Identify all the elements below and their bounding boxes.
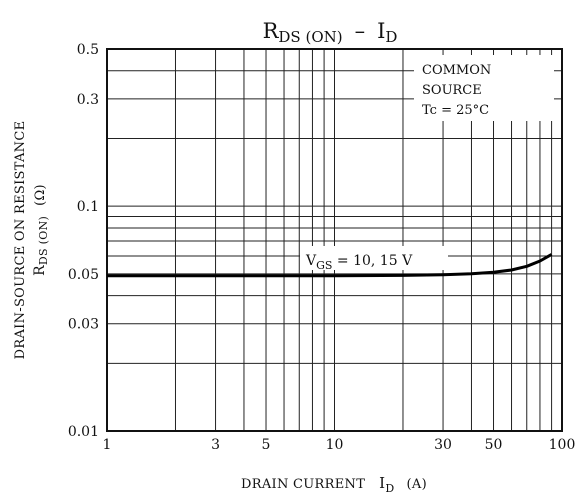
series-layer [107,253,553,278]
x-tick-label: 3 [211,437,220,453]
series-line [107,253,553,278]
y-tick-label: 0.5 [77,42,99,58]
y-axis-label-line-1: DRAIN-SOURCE ON RESISTANCE [13,121,28,360]
x-tick-label: 50 [485,437,503,453]
y-tick-labels: 0.01 0.03 0.05 0.1 0.3 0.5 [68,42,99,440]
x-axis-label: DRAIN CURRENT ID (A) [241,474,427,495]
x-tick-label: 100 [549,437,576,453]
conditions-line-1: COMMON [422,63,491,78]
x-tick-label: 5 [262,437,271,453]
plot-frame [106,48,563,432]
conditions-line-2: SOURCE [422,83,482,98]
y-tick-label: 0.03 [68,317,99,333]
y-tick-label: 0.3 [77,92,99,108]
conditions-line-3: Tc = 25°C [422,103,489,118]
conditions-box-bg [414,55,554,121]
y-axis-label-line-2: RDS (ON)(Ω) [32,184,50,276]
x-tick-label: 1 [103,437,112,453]
y-tick-label: 0.05 [68,267,99,283]
series-label: VGS = 10, 15 V [305,253,413,272]
y-tick-label: 0.01 [68,424,99,440]
x-tick-labels: 1 3 5 10 30 50 100 [103,437,576,453]
y-tick-label: 0.1 [77,199,99,215]
x-tick-label: 10 [326,437,344,453]
x-tick-label: 30 [434,437,452,453]
chart-title: RDS (ON) – ID [263,19,398,46]
series-label-bg [300,246,448,270]
